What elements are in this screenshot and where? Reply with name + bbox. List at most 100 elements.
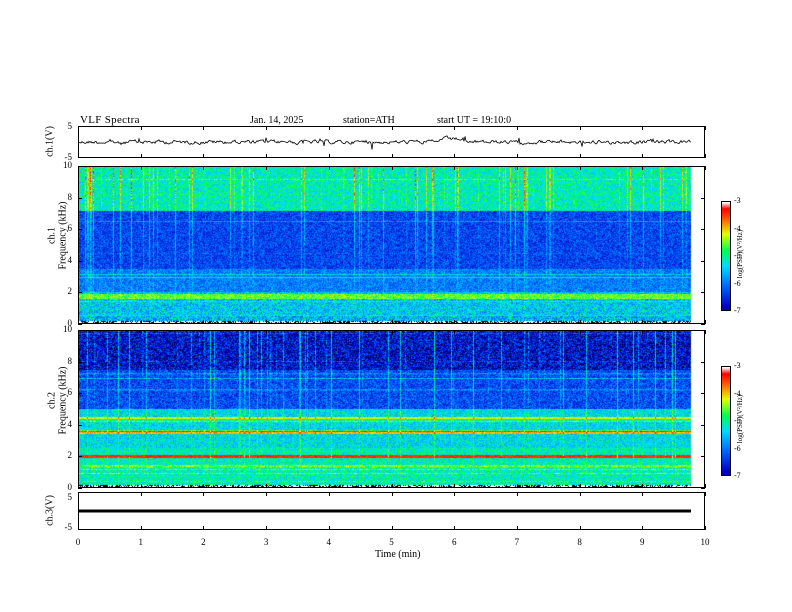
ch2-colorbar [721, 366, 731, 476]
ch2-ytick-label: 0 [67, 482, 73, 492]
ch2-ytick-label: 10 [63, 324, 72, 334]
ch1-colorbar-tick-label: -5 [734, 251, 741, 260]
x-tick-mark [516, 126, 518, 130]
x-axis-label: Time (min) [375, 549, 421, 560]
x-tick-mark [78, 492, 79, 496]
date-label: Jan. 14, 2025 [250, 115, 304, 126]
x-tick-label: 6 [451, 537, 457, 547]
ch2-spectrogram-panel [78, 330, 705, 488]
x-tick-mark [516, 320, 518, 324]
x-tick-mark [140, 126, 142, 130]
ch1-ytick-5: 5 [67, 121, 73, 131]
start-time-label: start UT = 19:10:0 [437, 115, 512, 126]
x-tick-mark [266, 166, 268, 170]
x-tick-mark [579, 166, 581, 170]
ch1-ytick-mark [701, 166, 705, 167]
x-tick-mark [642, 320, 644, 324]
ch3-ytick-neg5: -5 [64, 522, 73, 532]
x-tick-label: 0 [75, 537, 81, 547]
ch2-colorbar-tick-label: -3 [734, 361, 741, 370]
x-tick-mark [579, 320, 581, 324]
x-tick-mark [203, 484, 205, 488]
x-tick-mark [266, 330, 268, 334]
ch3-waveform-panel [78, 492, 705, 530]
x-tick-mark [78, 320, 79, 324]
x-tick-mark [579, 154, 581, 158]
ch1-waveform-trace [79, 135, 692, 150]
x-tick-mark [705, 484, 706, 488]
ch1-ytick-mark [78, 166, 82, 167]
x-tick-mark [642, 330, 644, 334]
x-tick-mark [266, 526, 268, 530]
x-tick-mark [454, 492, 456, 496]
x-tick-mark [705, 330, 706, 334]
ch1-colorbar-label: log(PSD)(V²/Hz) [736, 229, 744, 279]
x-tick-mark [642, 526, 644, 530]
ch2-colorbar-label: log(PSD)(V²/Hz) [736, 394, 744, 444]
x-tick-mark [203, 126, 205, 130]
x-tick-mark [642, 484, 644, 488]
x-tick-mark [579, 492, 581, 496]
x-tick-mark [705, 126, 706, 130]
x-tick-mark [328, 484, 330, 488]
x-tick-mark [266, 492, 268, 496]
x-tick-mark [705, 526, 706, 530]
x-tick-mark [391, 492, 393, 496]
x-tick-mark [266, 320, 268, 324]
x-tick-mark [266, 126, 268, 130]
x-tick-mark [454, 320, 456, 324]
x-tick-label: 9 [640, 537, 645, 547]
x-tick-label: 3 [263, 537, 269, 547]
ch2-ytick-label: 4 [67, 418, 73, 429]
ch1-ytick-mark [701, 229, 705, 231]
x-tick-label: 10 [700, 537, 710, 547]
ch1-ytick-mark [78, 292, 82, 294]
ch2-ytick-label: 6 [67, 387, 73, 398]
ch1-ytick-label: 8 [67, 191, 73, 202]
x-tick-mark [579, 484, 581, 488]
x-tick-mark [516, 330, 518, 334]
ch1-ytick-mark [78, 324, 82, 325]
ch1-colorbar-tick-label: -4 [734, 223, 741, 233]
x-tick-mark [140, 166, 142, 170]
ch3-ytick-5: 5 [67, 492, 73, 502]
ch1-spectrogram [79, 167, 704, 323]
ch2-colorbar-tick-label: -6 [734, 443, 741, 453]
x-tick-mark [391, 320, 393, 324]
x-tick-mark [579, 526, 581, 530]
x-tick-mark [328, 126, 330, 130]
ch1-colorbar-tick-label: -7 [734, 306, 741, 315]
x-tick-mark [78, 330, 79, 334]
ch1-ytick-mark [701, 324, 705, 325]
ch1-ytick-label: 2 [67, 286, 73, 297]
x-tick-mark [516, 526, 518, 530]
ch2-ytick-mark [701, 456, 705, 458]
x-tick-mark [203, 330, 205, 334]
x-tick-mark [266, 154, 268, 158]
x-tick-mark [516, 492, 518, 496]
x-tick-mark [454, 484, 456, 488]
x-tick-mark [203, 492, 205, 496]
x-tick-mark [203, 154, 205, 158]
x-tick-mark [328, 166, 330, 170]
x-tick-mark [78, 526, 79, 530]
ch1-ytick-mark [78, 229, 82, 231]
ch1-ytick-label: 10 [63, 160, 72, 170]
station-label: station=ATH [343, 115, 395, 126]
x-tick-mark [328, 526, 330, 530]
ch2-ytick-mark [701, 393, 705, 395]
x-tick-mark [140, 320, 142, 324]
x-tick-mark [328, 330, 330, 334]
ch1-ytick-mark [701, 197, 705, 199]
x-tick-mark [140, 330, 142, 334]
x-tick-mark [328, 154, 330, 158]
ch1-colorbar-tick-label: -3 [734, 196, 741, 205]
x-tick-mark [454, 330, 456, 334]
x-tick-label: 5 [389, 537, 394, 547]
x-tick-mark [391, 484, 393, 488]
x-tick-mark [140, 484, 142, 488]
ch2-colorbar-tick-label: -4 [734, 388, 741, 398]
x-tick-mark [78, 484, 79, 488]
x-tick-mark [516, 154, 518, 158]
ch2-ytick-mark [78, 488, 82, 489]
